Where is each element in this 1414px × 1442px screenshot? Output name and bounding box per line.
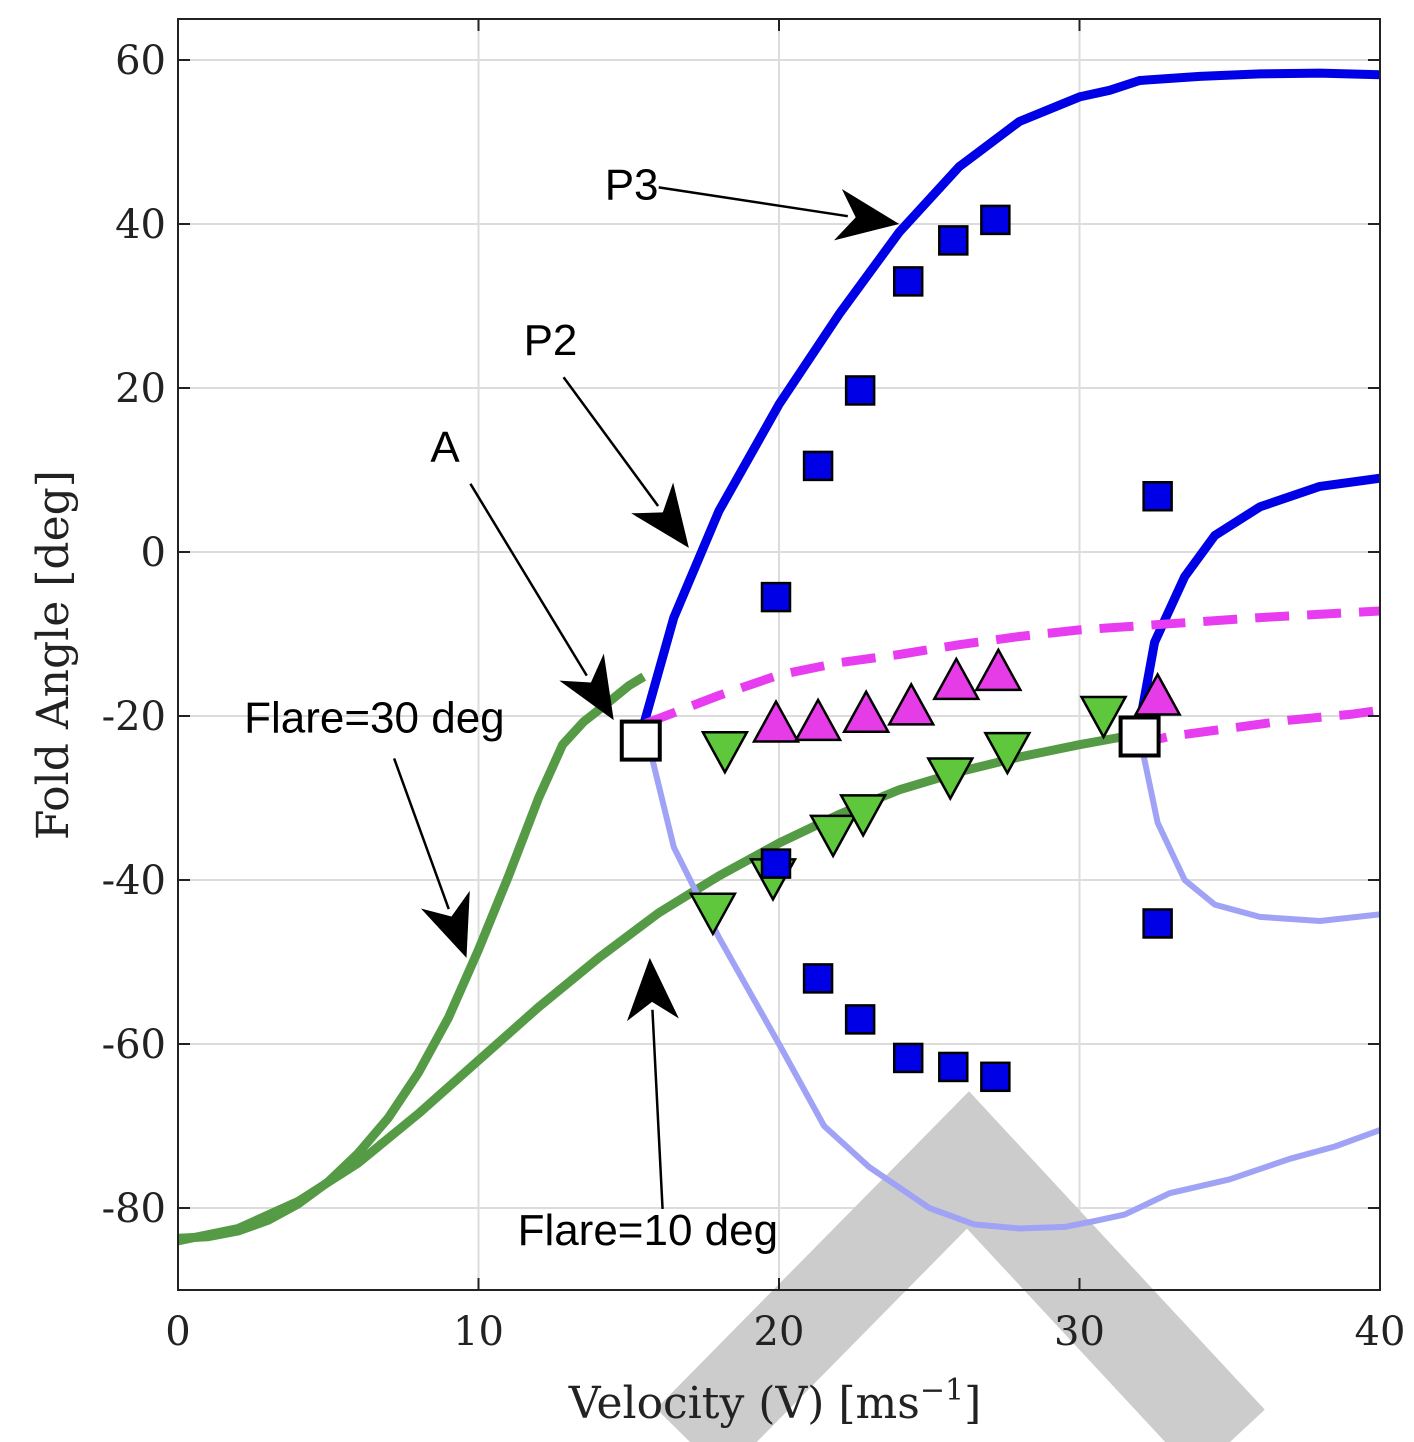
blue-square-marker — [980, 204, 1011, 236]
bifurcation-point-marker — [619, 719, 662, 762]
watermark — [656, 1091, 1265, 1442]
series-line — [640, 723, 1380, 1232]
annotation-arrow-head — [833, 188, 900, 241]
annotation-arrow-head — [631, 482, 689, 548]
blue-square-marker — [938, 225, 969, 256]
x-tick-label: 30 — [1054, 1309, 1105, 1355]
blue-square-marker — [802, 450, 834, 482]
y-tick-label: 20 — [115, 366, 166, 412]
blue-square-marker — [802, 963, 834, 994]
magenta-triangle-marker — [793, 697, 843, 742]
magenta-triangle-marker — [842, 689, 891, 733]
bifurcation-point-marker — [1118, 715, 1161, 758]
green-triangle-marker — [808, 814, 858, 859]
x-tick-label: 10 — [453, 1309, 504, 1355]
annotations: P3 P2 A Flare=30 deg Flare=10 deg — [244, 160, 900, 1255]
blue-square-marker — [980, 1061, 1011, 1093]
annotation-arrow-head — [626, 957, 679, 1022]
green-triangle-marker — [926, 757, 975, 802]
green-triangle-marker — [700, 731, 750, 775]
data-markers — [619, 204, 1182, 1093]
x-tick-label: 0 — [165, 1309, 190, 1355]
blue-square-marker — [938, 1051, 969, 1083]
annotation-label: P3 — [605, 160, 659, 209]
annotation-arrow-line — [392, 757, 450, 910]
blue-square-marker — [760, 581, 792, 613]
magenta-triangle-marker — [887, 681, 936, 726]
green-triangle-marker — [688, 892, 738, 937]
blue-square-marker — [760, 848, 792, 879]
y-tick-label: -80 — [102, 1186, 166, 1232]
green-triangle-marker — [1079, 695, 1128, 740]
series-lines — [178, 68, 1380, 1246]
magenta-triangle-marker — [1133, 671, 1182, 716]
y-tick-label: -20 — [102, 694, 166, 740]
blue-square-marker — [1142, 480, 1173, 512]
y-tick-label: -40 — [102, 858, 166, 904]
green-triangle-marker — [839, 794, 888, 838]
grid — [178, 19, 1380, 1290]
magenta-triangle-marker — [751, 698, 801, 743]
y-tick-label: 0 — [141, 530, 166, 576]
series-line — [1136, 735, 1380, 924]
series-line — [178, 672, 647, 1243]
series-line — [1132, 705, 1380, 750]
y-tick-label: -60 — [102, 1022, 166, 1068]
blue-square-marker — [844, 375, 876, 406]
x-axis-title: Velocity (V) [ms−1] — [568, 1373, 982, 1429]
annotation-arrow-line — [469, 483, 588, 677]
watermark-chevron — [656, 1091, 1265, 1442]
y-tick-label: 40 — [115, 202, 166, 248]
annotation-label: Flare=10 deg — [518, 1206, 779, 1255]
x-tick-label: 40 — [1355, 1309, 1406, 1355]
annotation-arrow-line — [651, 1009, 664, 1209]
green-triangle-marker — [983, 731, 1032, 776]
series-line — [178, 729, 1141, 1246]
series-line — [639, 68, 1380, 726]
blue-square-marker — [892, 266, 924, 297]
annotation-arrow-head — [559, 653, 614, 721]
annotation-arrow-head — [420, 890, 470, 958]
annotation-label: A — [430, 423, 460, 472]
y-axis-title: Fold Angle [deg] — [28, 470, 79, 840]
annotation-label: Flare=30 deg — [244, 693, 505, 742]
blue-square-marker — [844, 1004, 876, 1035]
blue-square-marker — [892, 1042, 924, 1074]
blue-square-marker — [1142, 908, 1173, 939]
annotation-label: P2 — [524, 316, 578, 365]
series-line — [642, 606, 1380, 729]
axis-ticks: 0 10 20 30 40 -80 -60 -40 -20 0 20 40 60 — [102, 19, 1406, 1355]
series-line — [1135, 473, 1380, 726]
y-tick-label: 60 — [115, 38, 166, 84]
magenta-triangle-marker — [932, 656, 981, 701]
annotation-arrow-line — [562, 376, 660, 507]
x-tick-label: 20 — [754, 1309, 805, 1355]
magenta-triangle-marker — [974, 647, 1023, 692]
annotation-arrow-line — [658, 186, 848, 218]
